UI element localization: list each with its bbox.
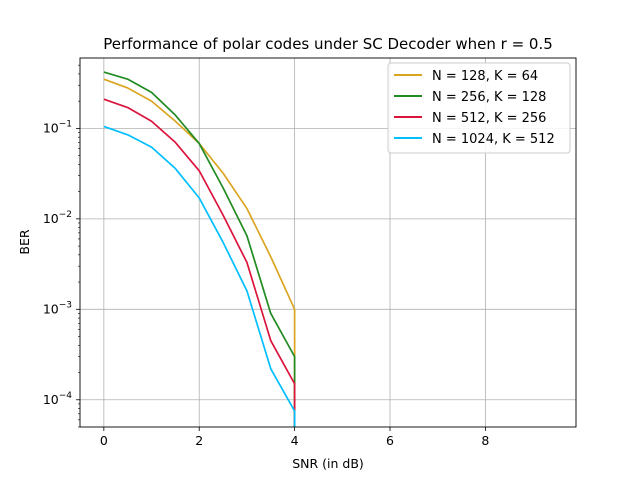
x-axis-title: SNR (in dB) bbox=[292, 456, 364, 471]
y-axis-title: BER bbox=[17, 229, 32, 254]
legend-label-4: N = 1024, K = 512 bbox=[432, 132, 555, 147]
x-tick-label: 0 bbox=[100, 433, 108, 448]
series-line-2 bbox=[103, 71, 296, 427]
legend-box bbox=[387, 62, 571, 154]
chart-title: Performance of polar codes under SC Deco… bbox=[103, 35, 553, 53]
x-tick-label: 8 bbox=[481, 433, 489, 448]
series-line-3 bbox=[103, 98, 296, 427]
y-tick-label: 10−1 bbox=[43, 119, 72, 135]
series-line-1 bbox=[103, 78, 296, 427]
plot-area: 0 2 4 6 810−410−310−210−1N = 128, K = 64N = … bbox=[43, 57, 577, 448]
legend: N = 128, K = 64 N = 256, K = 128 N = 512, … bbox=[387, 62, 571, 154]
x-tick-label: 6 bbox=[386, 433, 394, 448]
x-tick-label: 4 bbox=[291, 433, 299, 448]
axes-frame bbox=[79, 57, 577, 428]
legend-label-3: N = 512, K = 256 bbox=[432, 111, 546, 126]
legend-label-1: N = 128, K = 64 bbox=[432, 69, 538, 84]
x-tick-label: 2 bbox=[195, 433, 203, 448]
y-tick-label: 10−2 bbox=[43, 210, 72, 226]
y-tick-label: 10−4 bbox=[43, 391, 72, 407]
y-tick-label: 10−3 bbox=[43, 300, 72, 316]
series-line-4 bbox=[103, 125, 296, 427]
legend-label-2: N = 256, K = 128 bbox=[432, 90, 546, 105]
